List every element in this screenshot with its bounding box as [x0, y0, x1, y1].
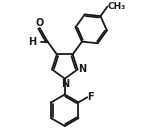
- Text: CH₃: CH₃: [108, 2, 126, 11]
- Text: N: N: [61, 79, 69, 89]
- Text: F: F: [88, 92, 94, 102]
- Text: O: O: [35, 18, 44, 28]
- Text: N: N: [78, 64, 86, 74]
- Text: H: H: [28, 37, 36, 47]
